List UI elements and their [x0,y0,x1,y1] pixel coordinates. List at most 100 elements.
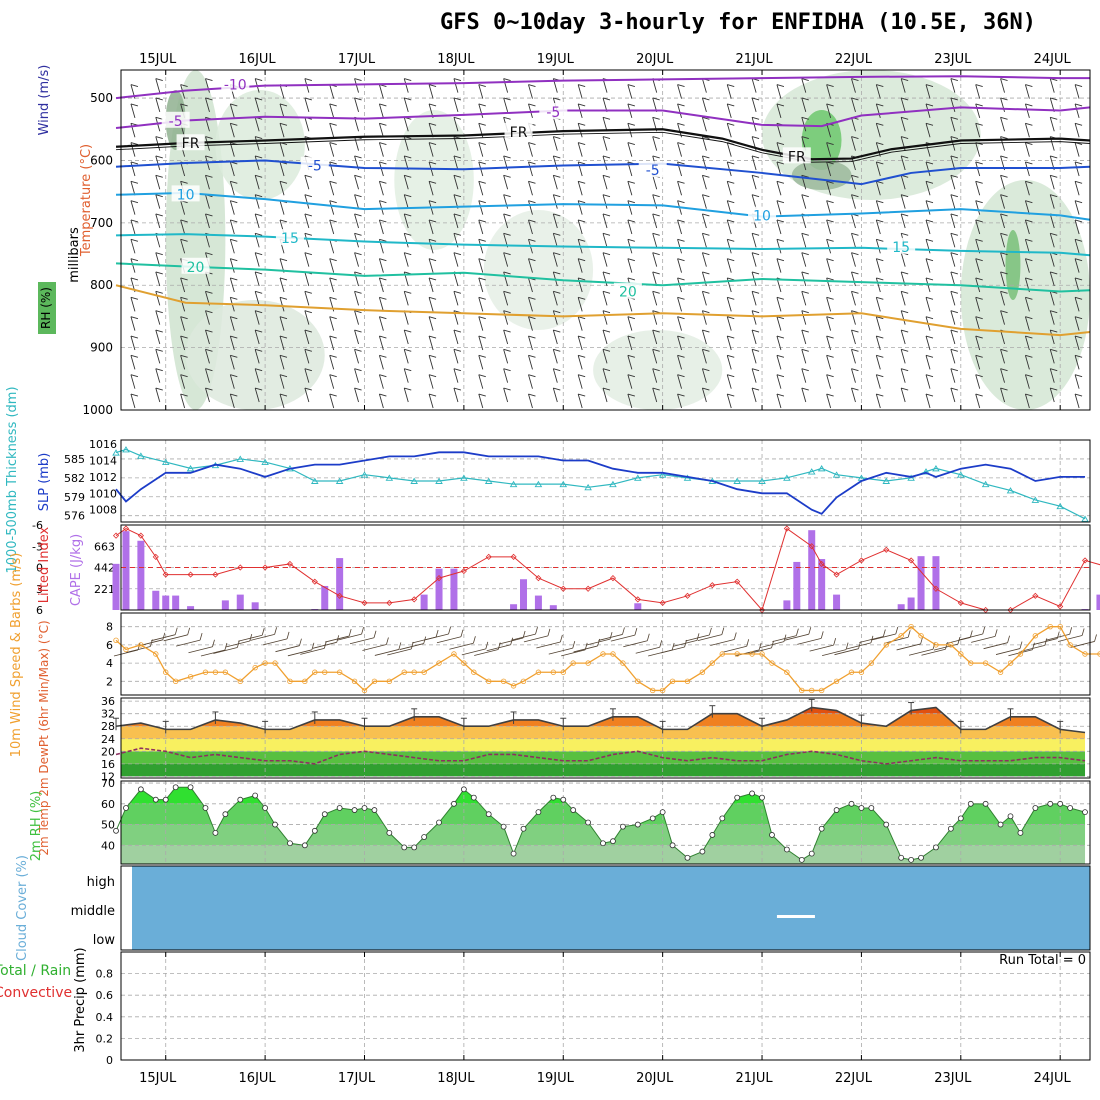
wind-barb [1050,116,1058,120]
wind-barb [577,393,583,409]
rh-legend-box [38,282,56,334]
wind-barb [900,155,906,171]
wind-barb [876,180,884,184]
li-point [535,575,542,582]
wind-barb [677,238,685,242]
li-point [932,585,940,592]
wind-barb [950,136,956,151]
wind-barb [528,200,536,204]
li-point [187,571,194,578]
wind-barb [453,174,462,178]
wind-barb [379,200,387,204]
wind-barb [130,181,136,196]
wind-barb [229,181,235,196]
wind-barb [751,194,760,198]
wind-barb [503,136,509,151]
wind-barb [229,316,235,331]
surface-wind-barb [249,633,253,642]
wind-barb [130,258,139,262]
wind-barb [205,368,213,372]
wind-barb [602,175,608,190]
wind-barb [627,393,633,409]
wind-barb [776,316,785,320]
surface-wind-barb [386,637,389,645]
rh-point [560,796,567,803]
wind-barb [1049,310,1055,325]
wind-barb [975,180,983,184]
surface-wind-barb [858,641,861,649]
wind-barb [155,174,163,178]
wind-barb [702,97,710,101]
wind-barb [553,174,561,178]
wind-speed-point [451,651,457,657]
wind-barb [925,258,931,273]
rh-point [858,805,865,811]
wind-barb [553,329,561,333]
wind-barb [701,233,707,248]
wind-barb [652,78,658,93]
surface-wind-barb [163,634,188,642]
wind-barb [776,219,785,223]
wind-barb [254,97,260,113]
wind-barb [801,116,809,120]
wind-barb [528,374,533,389]
wind-barb [205,387,213,391]
wind-barb [1024,161,1030,177]
thickness-point [832,471,841,478]
surface-wind-barb [623,640,648,648]
wind-barb [230,316,238,320]
surface-wind-barb [523,635,549,643]
wind-barb [329,161,337,165]
wind-barb [428,238,437,242]
wind-barb [503,174,511,178]
wind-barb [627,335,633,351]
wind-barb [875,277,881,293]
wind-barb [851,78,856,93]
wind-barb [702,290,710,294]
wind-barb [602,213,611,217]
wind-barb [255,290,263,294]
wind-speed-point [719,651,725,657]
pressure-tick-label: 800 [90,278,113,292]
wind-barb [826,103,834,107]
surface-wind-barb [969,630,973,638]
rh-point [113,827,119,834]
wind-barb [453,232,462,236]
wind-barb [727,219,735,223]
rh-point [967,800,974,807]
wind-barb [378,84,384,99]
precip-axis-label: 3hr Precip (mm) [73,947,88,1052]
wind-barb [503,78,509,93]
wind-barb [478,142,486,146]
wind-barb [851,213,856,229]
rh-point [908,856,915,863]
wind-barb [900,252,906,267]
wind-barb [726,103,732,119]
wind-barb [403,310,409,325]
wind-speed-point [997,669,1004,675]
rh-shading [1005,230,1021,300]
rh-point [202,805,209,811]
wind-barb [925,238,934,242]
wind-barb [925,374,931,389]
wind-barb [1000,252,1005,267]
wind-speed-point [1082,651,1088,657]
wind-barb [1000,233,1005,248]
wind-barb [453,291,459,306]
contour-label: FR [788,149,806,165]
wind-barb [726,258,732,273]
wind-barb [876,200,884,204]
rh-point [137,786,144,793]
wind-barb [677,181,682,196]
wind-barb [701,97,707,113]
wind-speed-point [883,642,889,648]
surface-wind-barb [882,629,886,637]
date-label-bottom: 17JUL [338,1071,376,1086]
rh-point [783,846,790,853]
wind-barb [602,310,608,325]
wind-barb [329,393,337,397]
wind-speed-point [535,669,542,675]
wind-barb [503,252,509,267]
wind-barb [1074,239,1080,254]
wind-barb [478,277,484,293]
